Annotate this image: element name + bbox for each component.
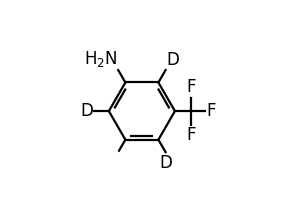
Text: D: D: [80, 102, 93, 120]
Text: D: D: [167, 51, 179, 69]
Text: F: F: [186, 78, 196, 96]
Text: F: F: [186, 126, 196, 144]
Text: D: D: [160, 154, 172, 172]
Text: H$_2$N: H$_2$N: [84, 49, 117, 69]
Text: F: F: [206, 102, 216, 120]
